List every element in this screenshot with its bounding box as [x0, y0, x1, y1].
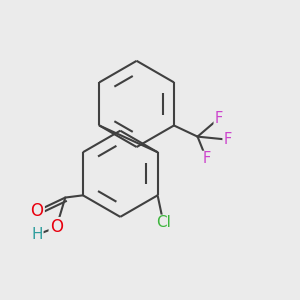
Text: Cl: Cl [156, 215, 171, 230]
Text: H: H [31, 227, 43, 242]
Text: F: F [223, 132, 231, 147]
Text: O: O [50, 218, 63, 236]
Text: O: O [31, 202, 44, 220]
Text: F: F [214, 111, 223, 126]
Text: F: F [202, 152, 211, 166]
